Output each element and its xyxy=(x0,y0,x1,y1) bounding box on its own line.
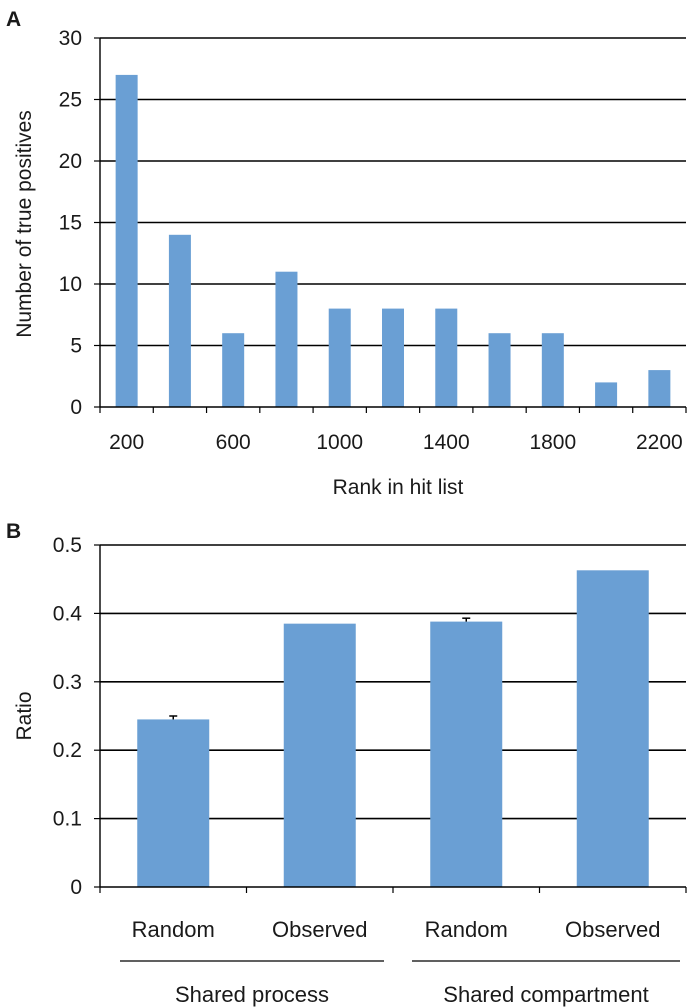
bar xyxy=(430,621,503,887)
y-tick-label: 0.2 xyxy=(53,739,82,762)
panel-b-y-axis-title: Ratio xyxy=(13,691,36,740)
bar xyxy=(595,382,618,407)
panel-a-x-tick-labels: 200 600 1000 1400 1800 2200 xyxy=(109,431,683,454)
panel-b-axes xyxy=(94,544,687,893)
y-tick-label: 5 xyxy=(70,335,82,358)
group-label: Shared compartment xyxy=(443,982,648,1007)
panel-b-label: B xyxy=(6,520,21,543)
bar xyxy=(168,234,191,407)
panel-a-y-axis-title: Number of true positives xyxy=(13,110,36,338)
y-tick-label: 0 xyxy=(70,396,82,419)
panel-a-label: A xyxy=(6,8,21,31)
bar xyxy=(648,370,671,407)
bar xyxy=(382,308,404,407)
y-tick-label: 0.4 xyxy=(53,602,83,625)
panel-b-y-tick-labels: 0 0.1 0.2 0.3 0.4 0.5 xyxy=(53,534,83,899)
bar xyxy=(576,570,649,887)
bar xyxy=(435,308,458,407)
bar xyxy=(328,308,351,407)
x-tick-label: 2200 xyxy=(636,431,683,454)
bar xyxy=(488,333,511,407)
y-tick-label: 30 xyxy=(59,27,82,50)
y-tick-label: 15 xyxy=(59,212,82,235)
x-tick-label: 600 xyxy=(216,431,251,454)
bar xyxy=(115,74,138,408)
category-label: Random xyxy=(425,917,508,942)
x-tick-label: 1400 xyxy=(423,431,470,454)
panel-b: B 0 0.1 0.2 0.3 0.4 0.5 Random Observed Random O… xyxy=(6,520,687,1007)
category-label: Observed xyxy=(272,917,367,942)
panel-a: A 0 5 10 15 20 25 30 200 600 1000 1400 1800 2200 Ra… xyxy=(6,8,687,499)
category-label: Random xyxy=(132,917,215,942)
x-tick-label: 200 xyxy=(109,431,144,454)
x-tick-label: 1800 xyxy=(529,431,576,454)
panel-a-bars xyxy=(115,74,671,408)
panel-a-x-axis-title: Rank in hit list xyxy=(333,476,464,499)
panel-b-group-labels: Shared process Shared compartment xyxy=(120,960,680,1007)
panel-b-bars xyxy=(137,570,649,887)
bar xyxy=(283,623,356,887)
y-tick-label: 0.1 xyxy=(53,808,82,831)
y-tick-label: 20 xyxy=(59,150,82,173)
y-tick-label: 0.3 xyxy=(53,671,82,694)
y-tick-label: 0.5 xyxy=(53,534,82,557)
bar xyxy=(275,271,298,407)
panel-a-axes xyxy=(94,37,687,413)
y-tick-label: 25 xyxy=(59,89,82,112)
category-label: Observed xyxy=(565,917,660,942)
bar xyxy=(222,333,245,407)
y-tick-label: 0 xyxy=(70,876,82,899)
bar xyxy=(541,333,564,407)
panel-a-y-tick-labels: 0 5 10 15 20 25 30 xyxy=(59,27,82,419)
panel-a-gridlines xyxy=(100,37,686,347)
y-tick-label: 10 xyxy=(59,273,82,296)
panel-b-category-labels: Random Observed Random Observed xyxy=(132,917,661,942)
bar xyxy=(137,719,210,887)
x-tick-label: 1000 xyxy=(316,431,363,454)
group-label: Shared process xyxy=(175,982,329,1007)
